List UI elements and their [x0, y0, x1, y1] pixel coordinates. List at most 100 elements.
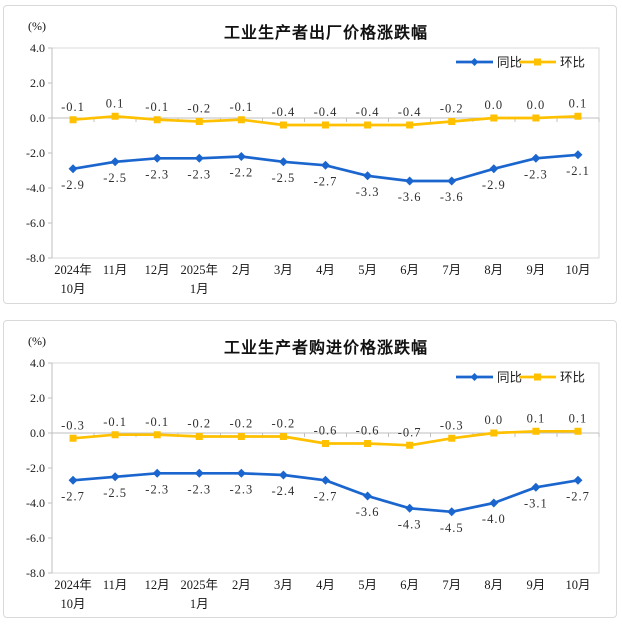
diamond-marker [363, 171, 373, 181]
data-point-label: -0.3 [61, 418, 85, 432]
diamond-marker [110, 157, 120, 167]
x-category-label: 6月 [400, 263, 419, 277]
data-point-label: -0.3 [440, 418, 464, 432]
x-category-label: 7月 [442, 263, 461, 277]
diamond-marker [278, 157, 288, 167]
diamond-marker [489, 164, 499, 174]
data-point-label: -2.7 [314, 489, 338, 503]
data-point-label: -4.0 [482, 512, 506, 526]
diamond-marker [278, 470, 288, 480]
data-point-label: -0.4 [356, 105, 380, 119]
y-tick-label: 4.0 [30, 356, 45, 370]
data-point-label: -0.2 [440, 102, 464, 116]
data-point-label: -0.4 [314, 105, 338, 119]
y-axis: 4.0 2.0 0.0 -2.0 -4.0 -6.0 -8.0 [26, 356, 53, 580]
data-point-label: -0.4 [398, 105, 422, 119]
x-category-label: 10月 [565, 263, 590, 277]
x-category-label: 2月 [232, 578, 251, 592]
y-tick-label: -6.0 [26, 531, 45, 545]
x-category-label: 9月 [527, 578, 546, 592]
data-point-label: 0.1 [569, 411, 588, 425]
legend-label: 同比 [497, 371, 522, 385]
legend-square-marker [534, 58, 541, 66]
square-marker [532, 114, 540, 122]
diamond-marker [447, 176, 457, 186]
square-marker [279, 433, 287, 440]
x-category-label: 3月 [274, 578, 293, 592]
square-marker [237, 116, 245, 124]
square-marker [574, 427, 582, 435]
legend-label: 同比 [497, 56, 522, 70]
data-point-label: -2.5 [103, 171, 127, 185]
y-tick-label: 2.0 [30, 76, 45, 90]
data-point-label: -0.2 [187, 417, 211, 431]
plot-area-border [51, 362, 600, 574]
x-category-label: 10月 [61, 282, 86, 296]
legend-diamond-marker [470, 58, 479, 66]
data-point-label: -0.2 [229, 417, 253, 431]
data-point-label: -3.6 [356, 505, 380, 519]
square-marker [490, 429, 498, 437]
data-point-label: -2.3 [524, 167, 548, 181]
data-point-label: -4.5 [440, 521, 464, 535]
square-marker [279, 121, 287, 129]
data-point-label: -3.6 [398, 190, 422, 204]
x-category-label: 2025年 [181, 578, 219, 592]
y-tick-label: 2.0 [30, 391, 45, 405]
diamond-marker [194, 153, 204, 163]
data-point-label: 0.1 [527, 411, 546, 425]
plot-area-border [51, 47, 600, 259]
data-point-label: 0.0 [527, 98, 546, 112]
x-axis: 2024年 10月 11月 12月 2025年 1月 2月 3月 4月 5月 6月 7月 8月 9月 10月 [51, 117, 600, 296]
square-marker [69, 434, 77, 442]
x-category-label: 10月 [61, 597, 86, 611]
x-category-label: 12月 [145, 263, 170, 277]
square-marker [574, 112, 582, 120]
y-tick-label: -8.0 [26, 566, 45, 580]
square-marker [153, 116, 161, 124]
x-category-label: 8月 [484, 263, 503, 277]
data-point-label: -0.2 [187, 102, 211, 116]
data-point-label: 0.1 [569, 96, 588, 110]
data-point-label: -0.6 [356, 424, 380, 438]
y-tick-label: -2.0 [26, 146, 45, 160]
y-tick-label: -2.0 [26, 461, 45, 475]
data-point-label: -2.3 [145, 482, 169, 496]
diamond-marker [321, 160, 330, 170]
square-marker [364, 121, 372, 129]
data-point-label: -0.1 [229, 100, 253, 114]
data-point-label: 0.1 [106, 96, 125, 110]
square-marker [364, 440, 372, 447]
square-marker [195, 433, 203, 440]
diamond-marker [236, 152, 246, 161]
data-point-label: -0.4 [272, 105, 296, 119]
data-point-label: -2.1 [566, 164, 590, 178]
data-point-label: -0.6 [314, 424, 338, 438]
data-point-label: -2.7 [61, 489, 85, 503]
chart-panel-factory-prices: (%) 工业生产者出厂价格涨跌幅 4.0 2.0 0.0 -2.0 -4.0 -6.0 -8… [3, 5, 617, 304]
diamond-marker [405, 176, 415, 186]
diamond-marker [489, 498, 499, 508]
x-category-label: 3月 [274, 263, 293, 277]
y-tick-label: 4.0 [30, 41, 45, 55]
x-category-label: 5月 [358, 263, 377, 277]
diamond-marker [363, 491, 373, 501]
legend: 同比 环比 [456, 56, 585, 70]
data-point-label: -2.9 [482, 178, 506, 192]
chart-title-purchase-prices: 工业生产者购进价格涨跌幅 [223, 340, 428, 357]
data-point-label: -2.3 [145, 167, 169, 181]
square-marker [448, 118, 456, 125]
x-category-label: 8月 [484, 578, 503, 592]
diamond-marker [531, 153, 541, 163]
x-category-label: 10月 [565, 578, 590, 592]
diamond-marker [573, 475, 583, 485]
x-axis: 2024年 10月 11月 12月 2025年 1月 2月 3月 4月 5月 6月 7月 8月 9月 10月 [51, 432, 600, 611]
legend-diamond-marker [470, 373, 479, 381]
x-category-label: 11月 [103, 578, 128, 592]
data-point-label: -2.4 [272, 484, 296, 498]
series-同比: -2.7 -2.5 -2.3 -2.3 -2.3 -2.4 -2.7 -3.6 -4.3 -4.5… [61, 468, 589, 535]
data-point-label: -4.3 [398, 517, 422, 531]
y-tick-label: -8.0 [26, 251, 45, 265]
